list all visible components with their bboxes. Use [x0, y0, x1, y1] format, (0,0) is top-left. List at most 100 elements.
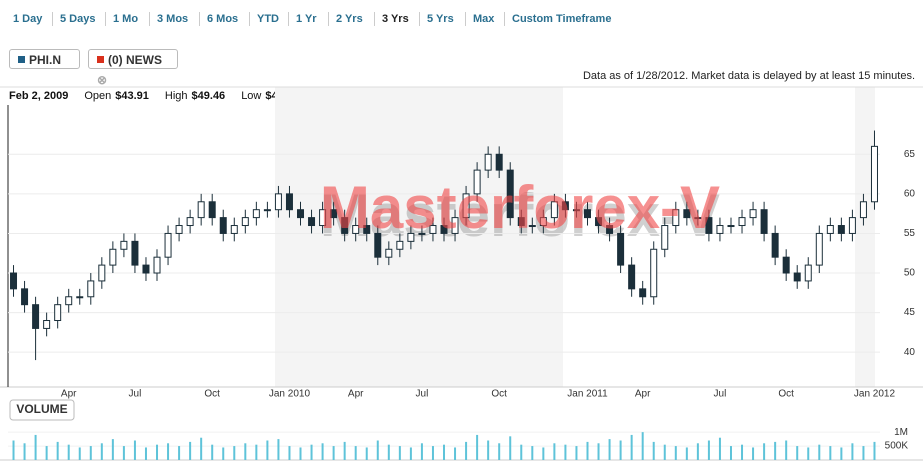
candle-body — [252, 209, 260, 219]
volume-bar — [862, 446, 865, 460]
candle-body — [572, 209, 580, 212]
candle-body — [308, 217, 316, 227]
volume-bar — [443, 444, 445, 460]
candle-body — [826, 225, 834, 234]
candle-body — [661, 225, 669, 250]
volume-bar — [321, 443, 324, 460]
volume-bar — [696, 443, 699, 460]
volume-bar — [144, 447, 147, 460]
volume-bar — [431, 446, 434, 460]
volume-bar — [78, 447, 81, 460]
candle-body — [595, 217, 603, 227]
volume-bar — [277, 439, 280, 460]
timeframe-button[interactable]: Custom Timeframe — [512, 13, 612, 25]
volume-bar — [111, 439, 114, 460]
x-tick-label: Oct — [204, 389, 220, 400]
timeframe-button[interactable]: 3 Mos — [157, 13, 189, 25]
volume-bar — [542, 447, 545, 460]
x-tick-label: Jul — [129, 389, 142, 400]
candle-body — [484, 153, 492, 171]
volume-bar — [774, 441, 777, 460]
candle-body — [385, 248, 393, 258]
candle-body — [705, 217, 713, 234]
separator — [105, 12, 106, 26]
candle-body — [319, 209, 327, 227]
candle-body — [815, 232, 823, 266]
y-tick-label: 65 — [904, 149, 916, 160]
volume-bar — [299, 447, 302, 460]
volume-bar — [189, 441, 192, 460]
volume-box — [9, 399, 75, 421]
candle-body — [727, 225, 735, 228]
candle-body — [32, 304, 40, 329]
volume-bar — [178, 446, 181, 460]
volume-bar — [840, 447, 843, 460]
volume-bar — [100, 443, 103, 460]
x-tick-label: Oct — [491, 389, 507, 400]
volume-bar — [729, 446, 732, 460]
candle-body — [341, 217, 349, 234]
candle-body — [771, 232, 779, 258]
timeframe-button[interactable]: YTD — [257, 13, 279, 25]
x-tick-label: Apr — [635, 389, 651, 400]
candle-body — [462, 193, 470, 219]
candle-body — [197, 201, 205, 219]
y-tick-label: 60 — [904, 189, 916, 200]
symbol-button[interactable]: PHI.N — [9, 49, 80, 69]
candle-body — [131, 240, 139, 266]
volume-bar — [851, 443, 854, 460]
candle-body — [628, 264, 636, 290]
candle-body — [175, 225, 183, 234]
timeframe-button[interactable]: 1 Yr — [296, 13, 317, 25]
timeframe-button[interactable]: Max — [473, 13, 495, 25]
candle-body — [352, 225, 360, 234]
volume-bar — [531, 446, 534, 460]
volume-bar — [288, 446, 291, 460]
volume-bar — [818, 444, 821, 460]
notice: Data as of 1/28/2012. Market data is del… — [582, 70, 915, 82]
candle-body — [683, 209, 691, 219]
timeframe-button[interactable]: 2 Yrs — [336, 13, 363, 25]
timeframe-button[interactable]: 5 Days — [60, 13, 96, 25]
volume-bar — [641, 432, 644, 460]
x-tick-label: Jan 2010 — [269, 389, 311, 400]
volume-bar — [829, 446, 832, 460]
timeframe-button[interactable]: 5 Yrs — [427, 13, 454, 25]
volume-bar — [409, 447, 412, 460]
candle-body — [583, 209, 591, 219]
volume-bar — [685, 447, 688, 460]
candle-body — [230, 225, 238, 234]
candle-body — [374, 232, 382, 258]
y-tick-label: 40 — [904, 347, 916, 358]
x-tick-label: Jul — [416, 389, 429, 400]
x-tick-label: Apr — [348, 389, 364, 400]
volume-bar — [255, 444, 258, 460]
y-tick-label: 50 — [904, 268, 916, 279]
info-field: Open $43.91 — [84, 90, 149, 102]
volume-bar — [56, 441, 59, 460]
candle-body — [21, 288, 29, 306]
candle-body — [263, 209, 271, 212]
info-label: Low — [241, 90, 262, 102]
info-label: Open — [84, 90, 112, 102]
timeframe-button[interactable]: 6 Mos — [207, 13, 239, 25]
candle-body — [120, 240, 128, 250]
volume-bar — [608, 439, 611, 460]
separator — [419, 12, 420, 26]
timeframe-button[interactable]: 1 Mo — [113, 13, 139, 25]
candle-body — [285, 193, 293, 211]
volume-bar — [597, 443, 600, 460]
news-button[interactable]: (0) NEWS ⊗ — [88, 49, 178, 87]
volume-bar — [718, 437, 721, 460]
timeframe-button[interactable]: 3 Yrs — [382, 13, 409, 25]
candle-body — [451, 217, 459, 234]
timeframe-button[interactable]: 1 Day — [13, 13, 43, 25]
y-tick-label: 45 — [904, 307, 916, 318]
volume-bar — [211, 444, 214, 460]
volume-bar — [222, 447, 225, 460]
volume-bar — [376, 440, 379, 460]
volume-bar — [365, 447, 368, 460]
candle-body — [274, 193, 282, 211]
